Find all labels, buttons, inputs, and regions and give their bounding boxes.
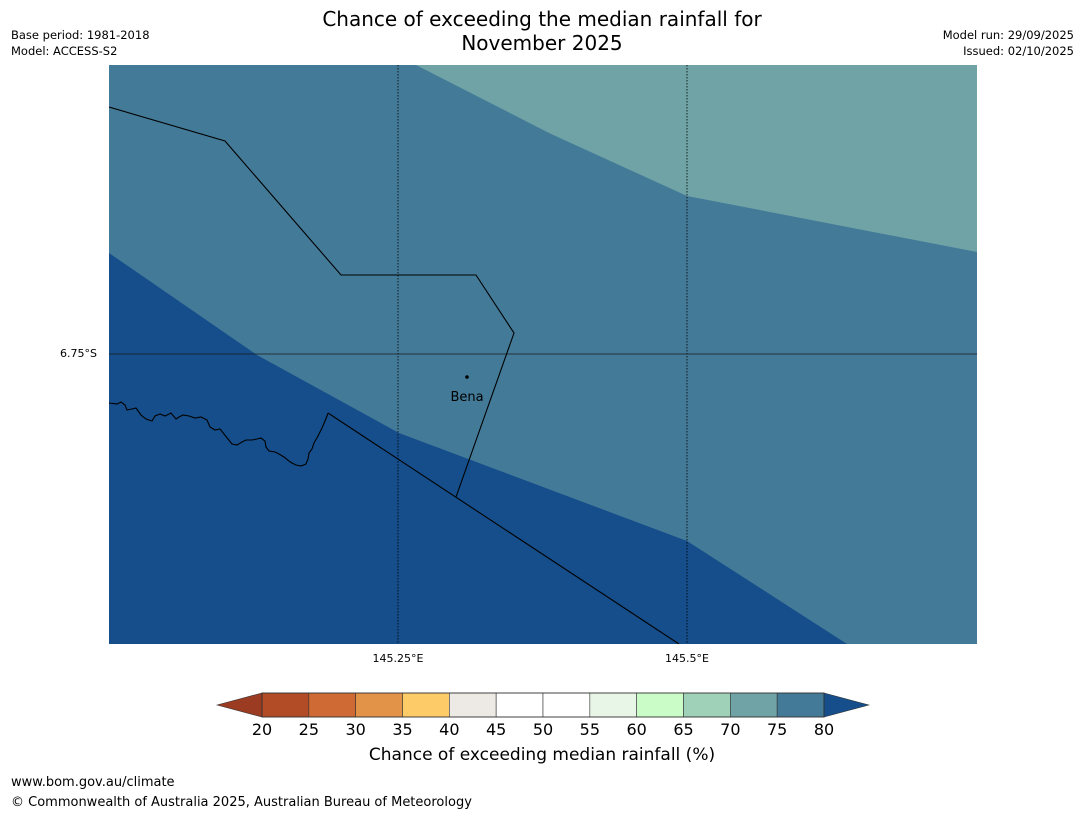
issued-date: Issued: 02/10/2025 <box>963 44 1074 58</box>
lat-label: 6.75°S <box>60 347 97 360</box>
colorbar-cell <box>589 692 637 718</box>
colorbar <box>216 692 870 718</box>
colorbar-tick-label: 20 <box>251 720 273 739</box>
colorbar-under-arrow <box>216 692 263 718</box>
colorbar-tick-label: 35 <box>392 720 413 739</box>
colorbar-tick-label: 25 <box>298 720 319 739</box>
region-70-75 <box>416 65 977 252</box>
lon-label-145-5: 145.5°E <box>665 652 709 665</box>
title-line-1: Chance of exceeding the median rainfall … <box>322 7 762 31</box>
colorbar-cell <box>683 692 731 718</box>
map-canvas: Bena <box>109 65 977 644</box>
province-boundary-south <box>327 412 680 644</box>
colorbar-cell <box>542 692 591 718</box>
colorbar-tick-label: 80 <box>813 720 835 739</box>
model-name: Model: ACCESS-S2 <box>11 44 118 58</box>
footer-url[interactable]: www.bom.gov.au/climate <box>11 775 175 790</box>
colorbar-tick-label: 70 <box>720 720 741 739</box>
colorbar-cell <box>776 692 825 718</box>
forecast-map[interactable]: Bena <box>109 65 977 644</box>
colorbar-cell <box>261 692 310 718</box>
colorbar-tick-label: 45 <box>485 720 507 739</box>
colorbar-tick-label: 60 <box>626 720 647 739</box>
colorbar-cell <box>402 692 450 718</box>
colorbar-label: Chance of exceeding median rainfall (%) <box>368 745 716 765</box>
region-80-plus <box>109 253 847 644</box>
colorbar-cell <box>636 692 684 718</box>
title-line-2: November 2025 <box>461 31 623 55</box>
meta-right: Model run: 29/09/2025 Issued: 02/10/2025 <box>943 27 1074 59</box>
colorbar-over-arrow <box>823 692 870 718</box>
colorbar-frame <box>261 692 825 718</box>
colorbar-cell <box>308 692 356 718</box>
colorbar-tick-label: 65 <box>673 720 694 739</box>
bena-label: Bena <box>450 390 483 405</box>
meta-left: Base period: 1981-2018 Model: ACCESS-S2 <box>11 27 150 59</box>
colorbar-tick-label: 40 <box>439 720 460 739</box>
colorbar-tick-label: 75 <box>766 720 788 739</box>
model-run: Model run: 29/09/2025 <box>942 28 1074 42</box>
colorbar-tick-label: 50 <box>532 720 554 739</box>
footer-copyright: © Commonwealth of Australia 2025, Austra… <box>11 795 472 810</box>
colorbar-cell <box>355 692 403 718</box>
colorbar-cell <box>495 692 544 718</box>
colorbar-cells <box>261 692 825 718</box>
base-period: Base period: 1981-2018 <box>11 28 150 42</box>
colorbar-cell <box>730 692 778 718</box>
lon-label-145-25: 145.25°E <box>372 652 424 665</box>
colorbar-tick-label: 30 <box>345 720 366 739</box>
colorbar-cell <box>449 692 497 718</box>
chart-title: Chance of exceeding the median rainfall … <box>242 7 842 55</box>
coastline <box>109 401 329 467</box>
bena-marker <box>465 375 469 379</box>
colorbar-tick-label: 55 <box>579 720 600 739</box>
province-boundary <box>109 106 515 498</box>
